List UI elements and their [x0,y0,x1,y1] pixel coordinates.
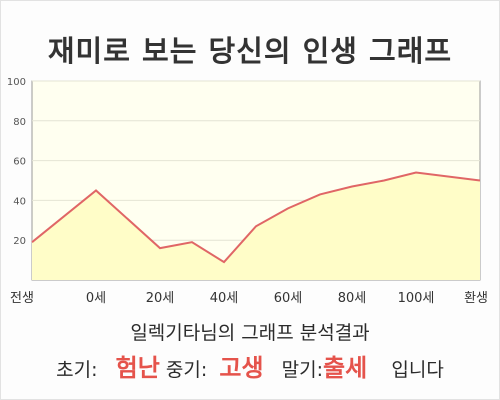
page-title: 재미로 보는 당신의 인생 그래프 [47,34,453,68]
y-tick-label: 100 [7,77,26,88]
early-label: 초기: [56,359,98,381]
y-tick-label: 40 [13,196,26,207]
ending-text: 입니다 [391,359,444,381]
x-tick-label: 환생 [464,291,488,306]
late-label: 말기: [281,359,324,381]
area-fill [32,172,480,280]
late-value: 출세 [323,354,368,382]
x-axis-ticks: 전생 0세 20세 40세 60세 80세 100세 환생 [10,291,488,306]
mid-label: 중기: [165,359,208,381]
x-tick-label: 60세 [274,291,303,306]
early-value: 험난 [115,354,160,382]
y-tick-label: 60 [13,157,26,168]
x-tick-label: 40세 [210,291,239,306]
mid-value: 고생 [219,354,264,382]
y-tick-label: 20 [13,236,26,247]
summary-line: 초기: 험난 중기: 고생 말기:출세 입니다 [0,348,500,383]
x-tick-label: 전생 [10,291,34,306]
x-tick-label: 20세 [146,291,175,306]
y-axis-ticks: 20 40 60 80 100 [7,77,26,247]
series-line [31,171,481,264]
x-tick-label: 80세 [338,291,367,306]
x-tick-label: 100세 [398,291,435,306]
x-tick-label: 0세 [86,291,106,306]
y-tick-label: 80 [13,117,26,128]
result-heading: 일렉기타님의 그래프 분석결과 [130,322,370,344]
